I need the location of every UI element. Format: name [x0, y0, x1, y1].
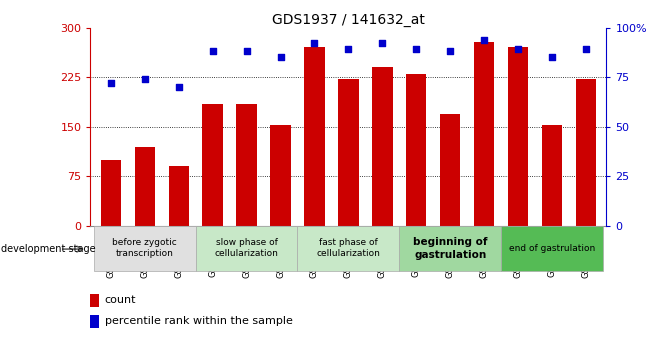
- Point: [309, 41, 320, 46]
- Point: [174, 85, 184, 90]
- Point: [139, 77, 150, 82]
- Bar: [237, 104, 257, 226]
- Point: [547, 55, 557, 60]
- Text: fast phase of
cellularization: fast phase of cellularization: [316, 238, 381, 258]
- Bar: [576, 79, 596, 226]
- Text: end of gastrulation: end of gastrulation: [509, 244, 595, 253]
- Point: [241, 49, 252, 54]
- Point: [411, 47, 421, 52]
- Bar: [94, 226, 196, 271]
- Point: [479, 37, 490, 42]
- Bar: [297, 226, 399, 271]
- Bar: [169, 167, 189, 226]
- Point: [275, 55, 286, 60]
- Bar: [399, 226, 501, 271]
- Text: before zygotic
transcription: before zygotic transcription: [113, 238, 177, 258]
- Bar: [338, 79, 358, 226]
- Text: slow phase of
cellularization: slow phase of cellularization: [214, 238, 279, 258]
- Text: percentile rank within the sample: percentile rank within the sample: [105, 316, 292, 326]
- Bar: [508, 47, 528, 226]
- Point: [513, 47, 523, 52]
- Bar: [196, 226, 297, 271]
- Point: [207, 49, 218, 54]
- Bar: [202, 104, 223, 226]
- Bar: [270, 125, 291, 226]
- Point: [581, 47, 592, 52]
- Bar: [474, 42, 494, 226]
- Point: [343, 47, 354, 52]
- Bar: [542, 125, 562, 226]
- Point: [445, 49, 456, 54]
- Bar: [304, 47, 325, 226]
- Bar: [372, 67, 393, 226]
- Bar: [406, 74, 427, 226]
- Point: [377, 41, 388, 46]
- Bar: [501, 226, 603, 271]
- Point: [105, 80, 116, 86]
- Bar: [135, 147, 155, 226]
- Text: beginning of
gastrulation: beginning of gastrulation: [413, 237, 488, 259]
- Bar: [100, 160, 121, 226]
- Text: development stage: development stage: [1, 244, 96, 254]
- Bar: [440, 114, 460, 226]
- Title: GDS1937 / 141632_at: GDS1937 / 141632_at: [272, 12, 425, 27]
- Text: count: count: [105, 296, 136, 305]
